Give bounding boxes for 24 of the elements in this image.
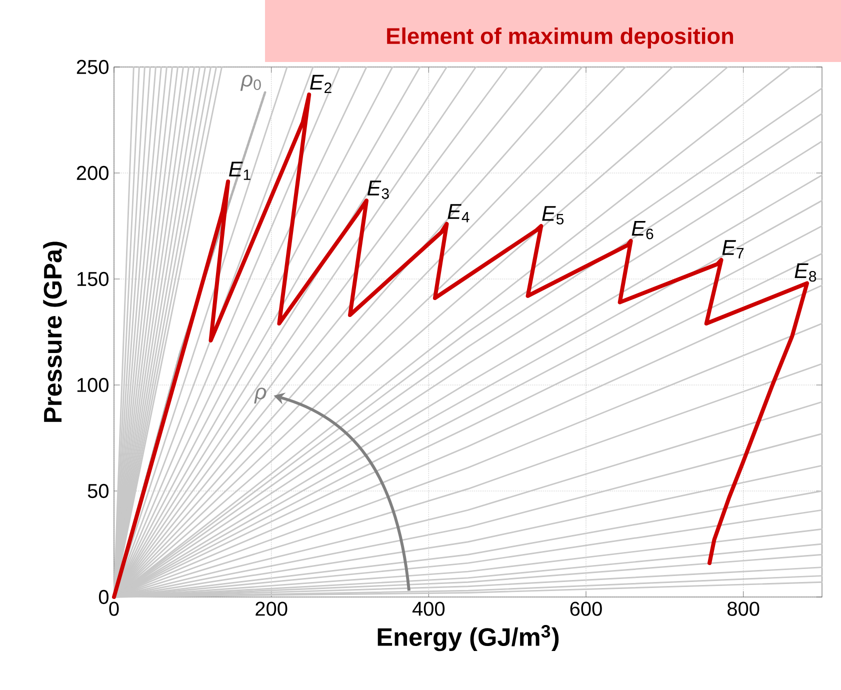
annotation: ρ$_{0}$ [240,74,261,91]
annotation: E$_{2}$ [310,74,332,93]
y-axis-title: Pressure (GPa) [43,242,67,422]
y-tick-label: 200 [76,166,108,180]
chart-title: Element of maximum deposition [387,27,734,49]
x-axis-title: Energy (GJ/m$^{3}$) [378,625,559,652]
y-tick-label: 100 [77,378,108,392]
annotation: ρ [254,388,266,404]
annotation: E$_{8}$ [794,263,816,282]
x-tick-label: 200 [256,602,288,616]
annotation: E$_{1}$ [228,162,250,180]
annotation: E$_{3}$ [367,180,389,199]
y-tick-label: 0 [98,590,108,604]
annotation: E$_{4}$ [448,204,470,222]
x-tick-label: 0 [109,602,119,616]
y-tick-label: 50 [88,484,108,498]
x-tick-label: 800 [728,602,760,616]
annotation: E$_{6}$ [632,220,654,240]
annotation: E$_{5}$ [542,206,564,224]
y-tick-label: 250 [76,60,108,74]
x-tick-label: 400 [412,602,445,616]
x-tick-label: 600 [570,602,602,616]
annotation: E$_{7}$ [722,240,744,258]
y-tick-label: 150 [77,272,108,286]
